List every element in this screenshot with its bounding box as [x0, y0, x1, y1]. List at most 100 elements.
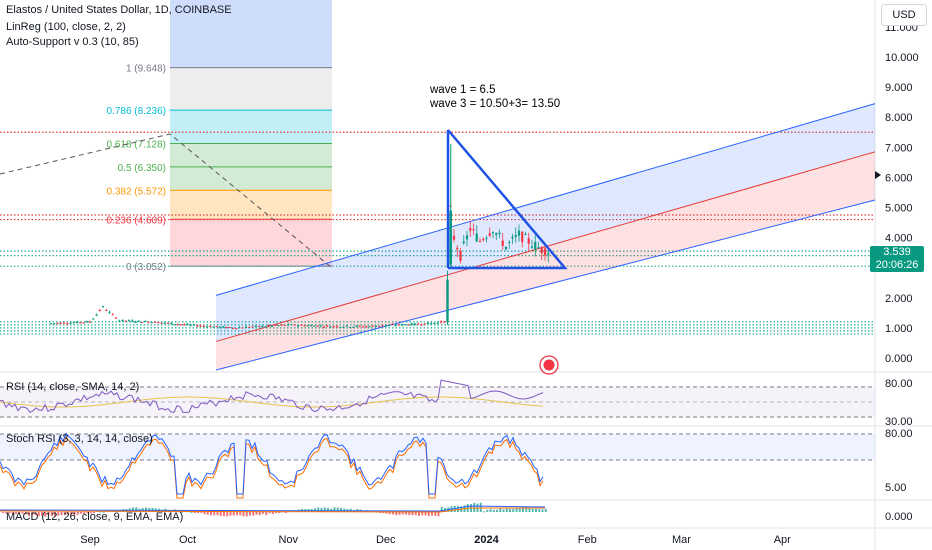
macd-signal-line: [0, 507, 545, 513]
candle-body: [352, 326, 355, 328]
candle: [332, 325, 335, 328]
candle-body: [202, 325, 205, 327]
macd-histogram-bar: [223, 512, 225, 517]
fib-zone: [170, 190, 332, 220]
candle: [543, 246, 547, 261]
candle-body: [508, 241, 511, 243]
stoch-d-line: [0, 436, 544, 499]
auto-support-indicator-label[interactable]: Auto-Support v 0.3 (10, 85): [6, 36, 139, 48]
candle-body: [339, 326, 342, 328]
candle: [498, 229, 501, 239]
macd-histogram-bar: [414, 512, 417, 516]
channel-lower-line: [215, 199, 876, 371]
candle-body: [186, 324, 189, 326]
candle: [179, 324, 183, 326]
macd-histogram-bar: [440, 506, 443, 512]
candle-body: [124, 320, 127, 322]
candle-body: [547, 252, 550, 255]
candle: [339, 326, 342, 328]
macd-histogram-bar: [180, 511, 183, 513]
candle-body: [413, 323, 417, 325]
candle: [361, 325, 365, 328]
candle: [173, 324, 176, 326]
last-price-tag: 3.539 20:06:26: [870, 246, 924, 272]
candle: [59, 322, 62, 325]
candle: [420, 323, 423, 326]
candle: [101, 305, 105, 308]
candle-body: [345, 325, 348, 327]
candle: [241, 326, 244, 329]
candle: [511, 233, 514, 244]
candle-body: [108, 311, 111, 313]
candle: [452, 229, 456, 243]
macd-histogram-bar: [190, 511, 193, 513]
stoch-k-line: [0, 432, 544, 495]
macd-histogram-bar: [70, 512, 73, 516]
candle: [296, 324, 300, 328]
candle-body: [137, 320, 140, 322]
candle-body: [296, 325, 300, 327]
candle-body: [199, 325, 202, 327]
currency-button[interactable]: USD: [881, 4, 927, 26]
macd-label[interactable]: MACD (12, 26, close, 9, EMA, EMA): [6, 511, 184, 523]
candle-body: [452, 235, 456, 240]
candle: [426, 322, 430, 324]
candle: [293, 324, 296, 326]
candle: [423, 323, 426, 325]
macd-histogram-bar: [509, 508, 511, 512]
candle: [92, 317, 95, 320]
last-price: 3.539: [883, 246, 911, 258]
macd-histogram-bar: [80, 512, 82, 514]
candle-body: [82, 322, 85, 324]
candle: [410, 322, 413, 326]
candle: [521, 230, 524, 248]
candle: [358, 325, 361, 328]
macd-histogram-bar: [388, 512, 391, 515]
candle: [118, 319, 121, 322]
candle-body: [384, 325, 387, 327]
price-axis-tick: 8.000: [885, 112, 913, 124]
candle-body: [244, 326, 248, 328]
candle-body: [59, 322, 62, 324]
macd-histogram-bar: [483, 511, 485, 513]
macd-histogram-bar: [239, 512, 242, 516]
macd-histogram-bar: [76, 512, 79, 515]
macd-histogram-bar: [489, 509, 492, 512]
candle-body: [101, 306, 105, 308]
candle: [196, 324, 199, 328]
candle-body: [257, 325, 261, 327]
candle: [287, 323, 290, 327]
candle-body: [439, 321, 443, 323]
candle: [254, 325, 257, 328]
macd-histogram-bar: [496, 509, 498, 512]
macd-histogram-bar: [245, 512, 248, 517]
candle-body: [517, 230, 521, 236]
candle-body: [404, 324, 407, 326]
candle-body: [407, 324, 410, 326]
macd-histogram-bar: [37, 512, 40, 517]
candle-body: [524, 234, 527, 236]
candle-body: [478, 240, 482, 242]
candle: [394, 323, 397, 327]
candle-body: [300, 324, 303, 326]
candle-body: [430, 323, 433, 325]
candle-body: [283, 324, 287, 326]
candle: [160, 322, 163, 324]
rsi-label[interactable]: RSI (14, close, SMA, 14, 2): [6, 381, 140, 393]
macd-histogram-bar: [193, 512, 196, 513]
candle: [186, 322, 189, 326]
candle: [170, 322, 173, 325]
candle-body: [420, 324, 423, 326]
linreg-indicator-label[interactable]: LinReg (100, close, 2, 2): [6, 21, 126, 33]
candle: [469, 221, 472, 238]
candle: [456, 245, 459, 258]
candle-body: [329, 326, 332, 328]
macd-histogram-bar: [31, 512, 34, 516]
stoch-rsi-label[interactable]: Stoch RSI (3, 3, 14, 14, close): [6, 433, 153, 445]
candle-body: [495, 232, 498, 235]
candle: [485, 235, 488, 243]
macd-histogram-bar: [249, 512, 251, 516]
candle: [397, 323, 400, 327]
candle: [202, 324, 205, 328]
